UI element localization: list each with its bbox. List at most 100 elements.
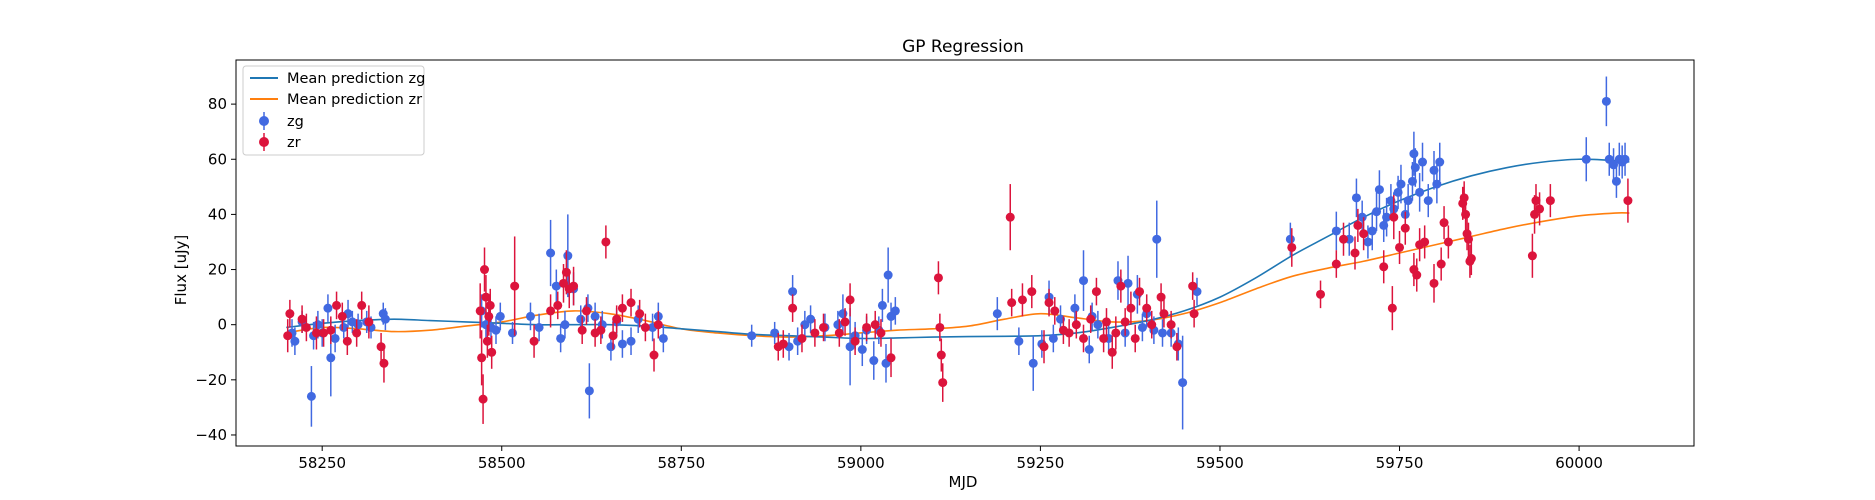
zr-data-point: [1156, 283, 1166, 311]
zr-data-point: [1350, 236, 1360, 270]
zr-data-point: [285, 299, 295, 328]
zr-data-point: [283, 319, 293, 353]
zr-data-point: [364, 305, 374, 339]
zr-data-point: [1071, 310, 1081, 339]
zr-data-point: [1166, 310, 1176, 339]
zr-data-point: [834, 319, 844, 347]
zr-data-point: [577, 316, 587, 344]
zr-data-point: [935, 313, 945, 342]
zg-data-point: [806, 305, 816, 333]
zg-data-point: [1152, 200, 1162, 278]
zr-data-point: [840, 308, 850, 336]
zr-data-point: [1099, 324, 1109, 353]
zr-data-point: [870, 310, 880, 339]
axes-frame: [235, 59, 1695, 447]
zg-data-point: [1367, 211, 1377, 251]
zg-data-point: [1374, 170, 1384, 209]
zg-data-point: [877, 288, 887, 322]
plot-area: [283, 76, 1633, 430]
y-tick-label: 40: [208, 205, 227, 223]
zg-data-point: [1093, 310, 1103, 339]
zr-data-point: [1316, 280, 1326, 309]
zr-data-point: [1395, 230, 1405, 265]
zr-data-point: [1429, 264, 1439, 303]
zr-data-point: [1331, 250, 1341, 278]
zg-data-point: [1418, 142, 1428, 182]
zr-data-point: [1339, 222, 1349, 256]
zr-data-point: [475, 283, 485, 339]
zr-data-point: [1443, 225, 1453, 259]
zg-data-point: [534, 313, 544, 342]
zr-data-point: [876, 319, 886, 347]
x-tick-label: 58250: [298, 454, 346, 472]
chart-title: GP Regression: [902, 37, 1024, 57]
zr-data-point: [1359, 217, 1369, 251]
zr-data-point: [337, 302, 347, 331]
zg-data-point: [1123, 255, 1133, 311]
zr-data-point: [1101, 308, 1111, 336]
zr-data-point: [1147, 310, 1157, 339]
zg-data-point: [380, 308, 390, 331]
zg-data-point: [770, 321, 780, 344]
y-tick-label: 60: [208, 150, 227, 168]
zr-data-point: [640, 313, 650, 342]
zr-data-point: [352, 319, 362, 347]
zg-data-point: [1423, 184, 1433, 218]
x-tick-label: 59500: [1196, 454, 1244, 472]
zg-data-point: [1382, 197, 1392, 237]
zr-data-point: [653, 310, 663, 339]
legend-zg-line-label: Mean prediction zg: [287, 71, 425, 87]
zr-data-point: [1050, 297, 1060, 325]
zr-data-point: [1005, 184, 1015, 251]
zr-data-point: [569, 266, 579, 306]
zr-data-point: [1120, 308, 1130, 336]
zg-data-point: [1396, 164, 1406, 204]
y-tick-label: 80: [208, 95, 227, 113]
zr-data-point: [938, 363, 948, 402]
zr-data-point: [1130, 324, 1140, 353]
x-axis: 58250 58500 58750 59000 59250 59500 59750 60000: [298, 446, 1603, 472]
y-axis-label: Flux [uJy]: [172, 235, 190, 305]
zr-data-point: [1379, 250, 1389, 284]
zg-data-point: [992, 297, 1002, 331]
zr-data-point: [819, 313, 829, 342]
zr-data-point: [529, 324, 539, 358]
zr-data-point: [601, 225, 611, 259]
zr-data-point: [1463, 222, 1473, 256]
zr-data-point: [1412, 258, 1422, 292]
legend-zr-point-swatch: [259, 133, 269, 151]
zr-data-point: [480, 247, 490, 292]
zr-data-point: [485, 288, 495, 322]
zg-data-point: [1014, 327, 1024, 356]
zg-data-point: [1084, 335, 1094, 364]
zr-data-point: [1439, 206, 1449, 240]
zg-data-point: [1601, 76, 1611, 127]
zr-data-point: [1420, 225, 1430, 259]
zg-data-point: [1158, 319, 1168, 347]
zg-data-point: [1415, 173, 1425, 212]
zr-data-point: [1461, 197, 1471, 231]
zr-data-point: [1287, 228, 1297, 267]
zr-data-point: [1545, 184, 1555, 218]
legend-zr-line-label: Mean prediction zr: [287, 92, 422, 108]
zr-data-point: [332, 291, 342, 320]
zr-data-point: [1017, 283, 1027, 317]
zg-data-point: [491, 316, 501, 344]
zg-data-point: [290, 327, 300, 356]
zr-data-point: [608, 321, 618, 350]
zg-data-point: [1620, 142, 1630, 176]
zr-data-point: [1007, 288, 1017, 317]
y-tick-label: 20: [208, 261, 227, 279]
zr-data-point: [626, 288, 636, 317]
zr-data-point: [1353, 208, 1363, 242]
x-tick-label: 59250: [1017, 454, 1065, 472]
zr-data-point: [1111, 316, 1121, 350]
zr-data-point: [1531, 184, 1541, 218]
x-tick-label: 60000: [1555, 454, 1603, 472]
zr-data-point: [778, 330, 788, 358]
zr-data-point: [1387, 286, 1397, 331]
y-tick-label: 0: [217, 316, 227, 334]
legend-box: [242, 65, 425, 156]
zg-data-point: [551, 269, 561, 303]
